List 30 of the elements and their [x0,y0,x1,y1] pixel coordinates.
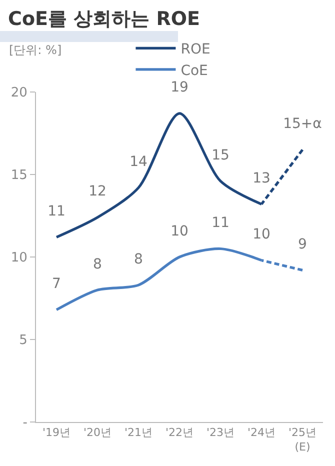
data-label: 9 [298,236,307,252]
x-tick-label: '22년 [165,426,194,440]
legend-label: ROE [180,42,210,58]
data-label: 7 [52,276,61,292]
data-label: 8 [93,256,102,272]
data-label: 11 [48,204,66,220]
y-tick-label: - [22,416,28,431]
data-label: 8 [134,251,143,268]
data-label: 11 [212,215,230,232]
legend-label: CoE [180,62,208,79]
data-label: 12 [88,184,106,200]
y-tick-label: 10 [10,250,28,266]
y-tick-label: 15 [10,168,28,184]
chart-title: CoE를 상회하는 ROE [8,7,200,32]
data-label: 14 [130,154,148,170]
x-tick-label: '23년 [206,426,235,440]
x-tick-label: '20년 [83,426,112,440]
data-label: 15+α [283,116,322,132]
data-label: 10 [252,226,270,243]
data-label: 15 [212,147,230,164]
y-axis-title: [단위: %] [9,43,62,57]
data-label: 10 [170,223,188,240]
y-tick-label: 20 [10,86,28,101]
x-tick-label: '19년 [42,426,71,440]
y-tick-label: 5 [19,333,28,348]
x-tick-label: '25년 (E) [288,426,317,454]
data-label: 19 [170,80,188,96]
x-tick-label: '24년 [247,426,276,440]
x-tick-label: '21년 [124,426,153,440]
data-label: 13 [252,170,270,186]
